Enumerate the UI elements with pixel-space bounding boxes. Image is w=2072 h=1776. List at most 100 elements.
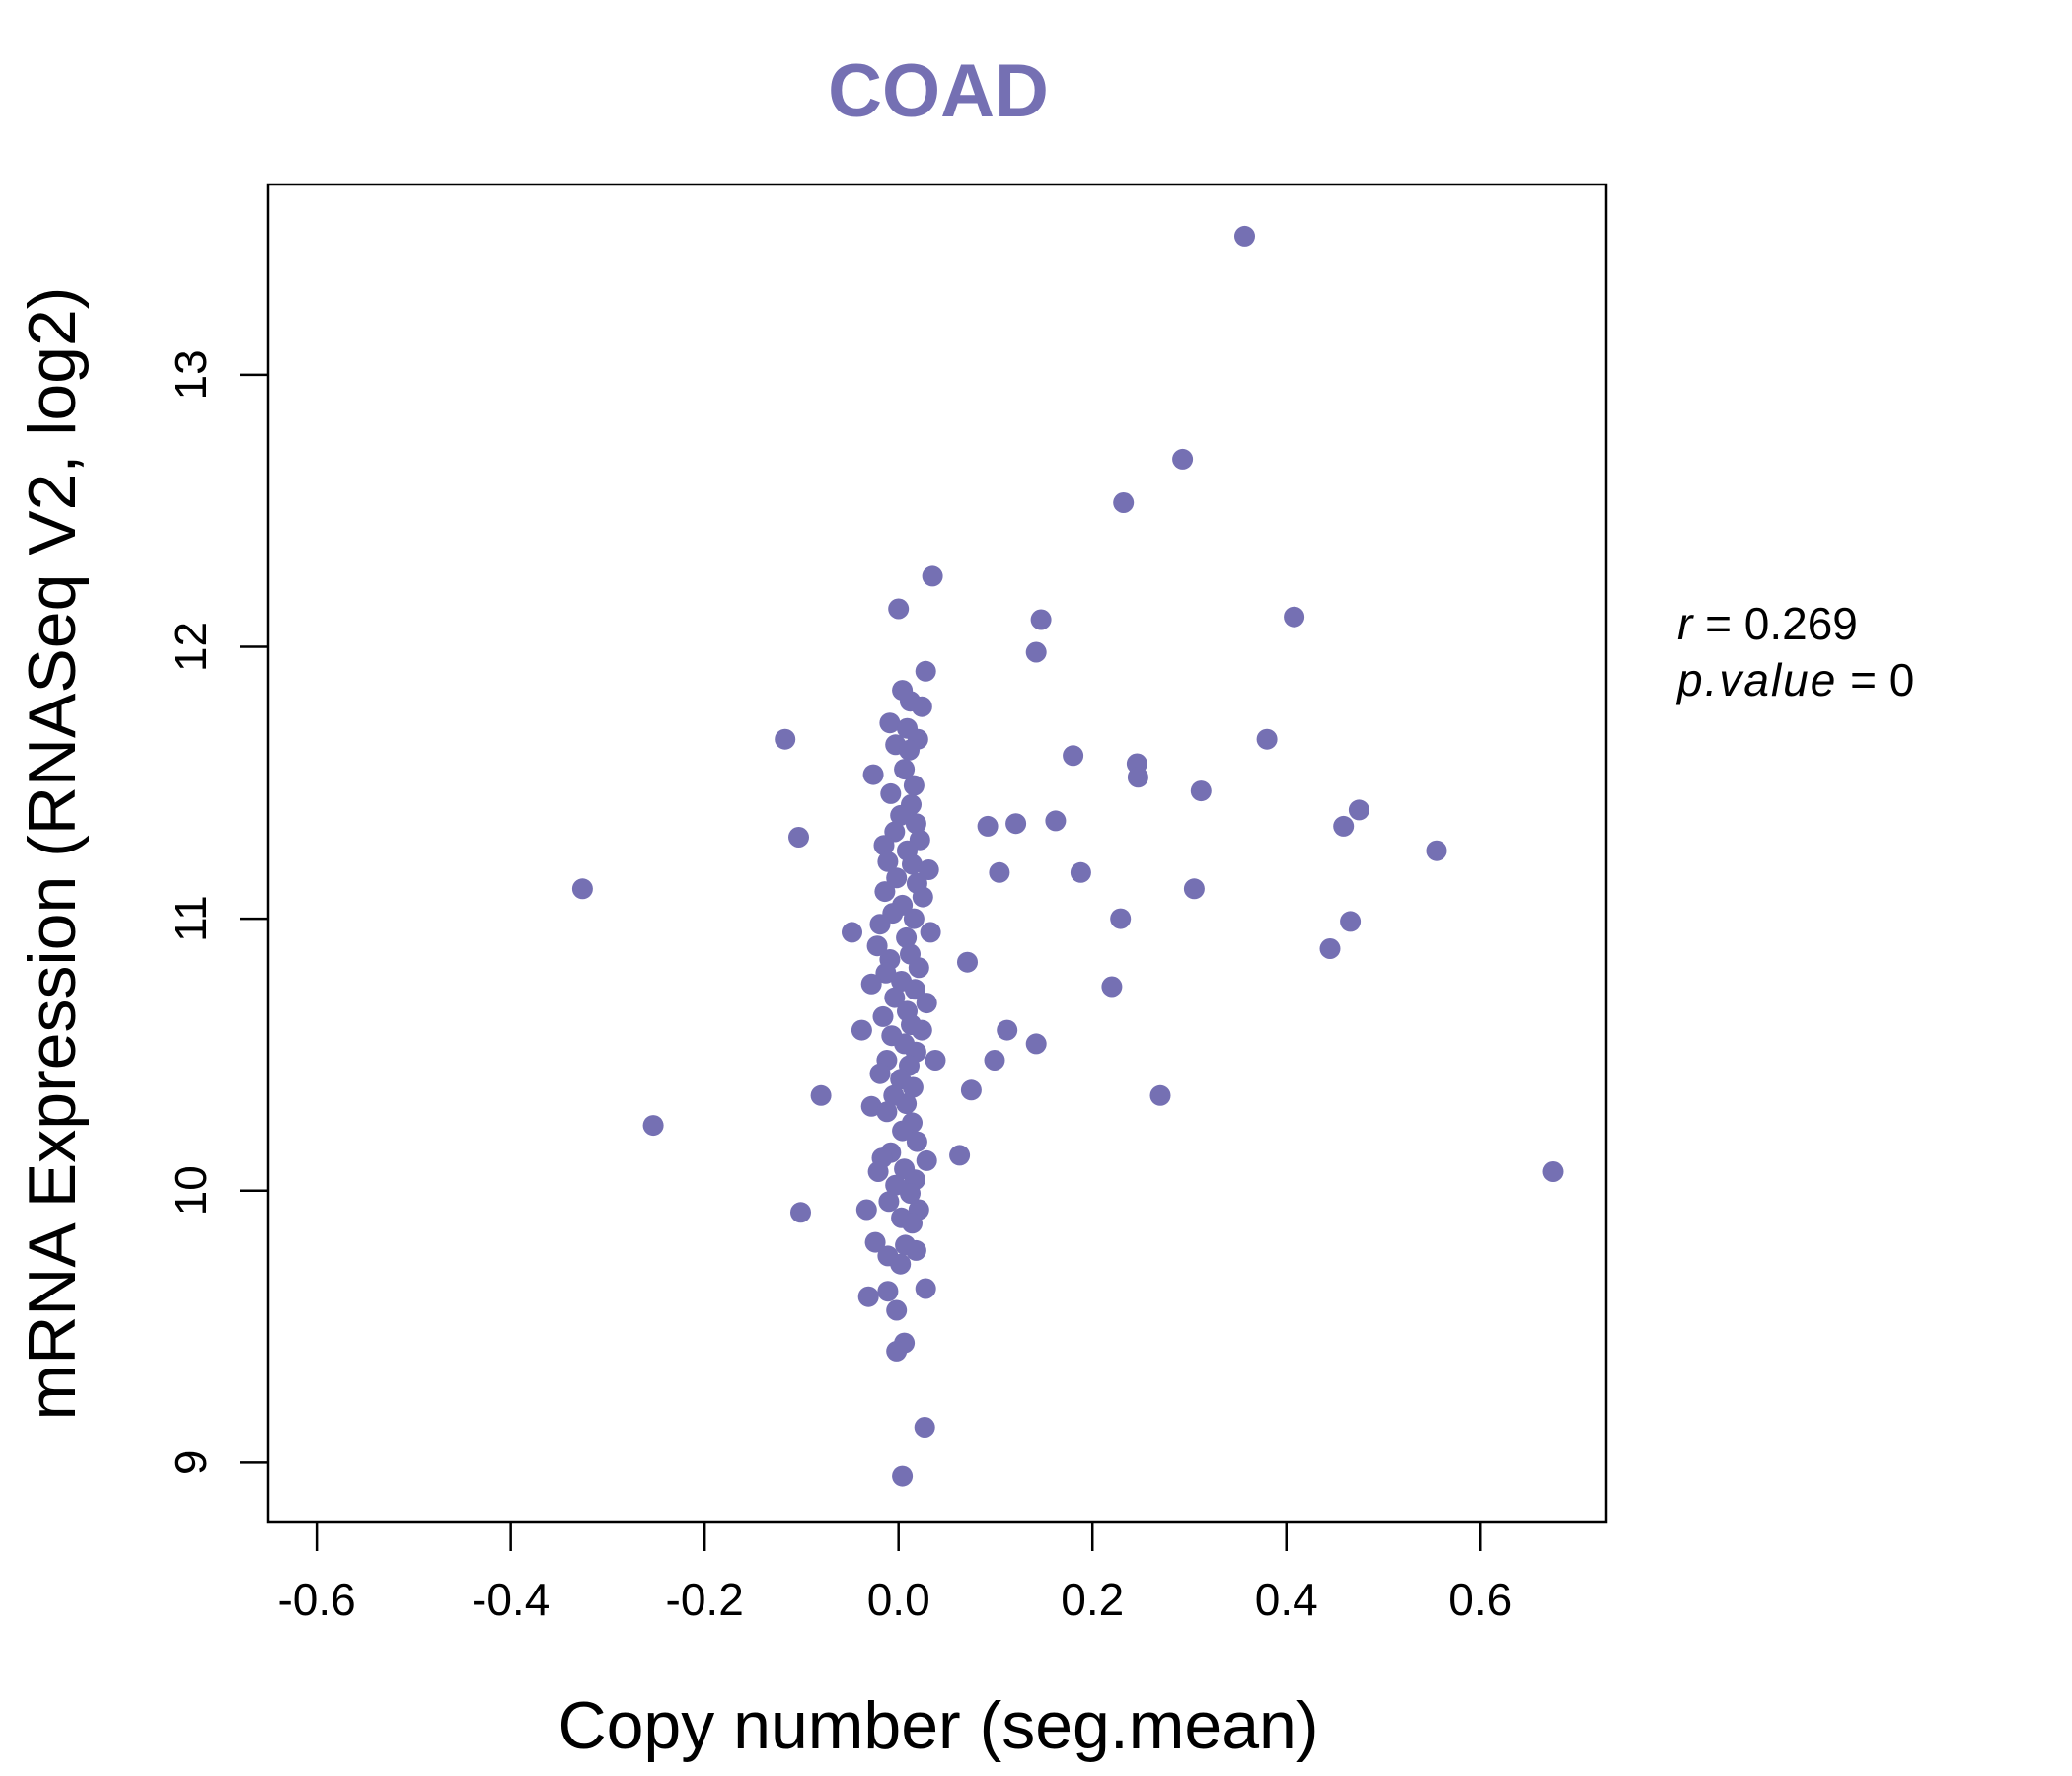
data-point-8	[915, 660, 936, 682]
data-point-19	[1045, 810, 1067, 832]
data-point-18	[1005, 813, 1027, 835]
data-point-40	[642, 1115, 664, 1137]
data-point-115	[916, 1149, 937, 1171]
data-point-44	[855, 1199, 877, 1221]
data-point-14	[1190, 780, 1212, 802]
data-point-70	[873, 835, 895, 856]
data-point-108	[896, 1093, 918, 1115]
data-point-46	[877, 1281, 899, 1302]
data-point-1	[1172, 448, 1194, 470]
data-point-28	[842, 922, 862, 943]
data-point-20	[788, 827, 809, 848]
data-point-93	[884, 987, 906, 1008]
data-point-47	[857, 1286, 879, 1307]
data-point-33	[851, 1019, 872, 1041]
data-point-113	[906, 1131, 927, 1152]
data-point-32	[997, 1019, 1018, 1041]
data-point-10	[1256, 728, 1278, 750]
p-value: 0	[1889, 654, 1915, 705]
data-point-15	[1348, 799, 1369, 821]
data-point-52	[892, 1465, 914, 1487]
data-point-122	[878, 1191, 900, 1213]
data-point-6	[1284, 606, 1305, 628]
data-point-83	[920, 922, 941, 943]
data-point-37	[960, 1079, 982, 1101]
data-point-45	[915, 1278, 936, 1299]
data-point-63	[903, 775, 925, 796]
data-point-51	[914, 1417, 935, 1438]
data-point-64	[880, 782, 902, 804]
data-point-96	[872, 1005, 894, 1027]
data-point-25	[1183, 878, 1205, 900]
data-point-11	[1063, 745, 1084, 767]
data-point-34	[1025, 1033, 1047, 1055]
data-point-56	[879, 712, 901, 734]
data-point-72	[877, 851, 899, 872]
data-point-30	[957, 951, 978, 973]
data-point-85	[866, 935, 888, 957]
data-point-16	[1333, 815, 1355, 837]
data-point-27	[1340, 911, 1362, 932]
data-point-9	[775, 728, 796, 750]
data-point-60	[899, 739, 920, 761]
svg-text:r = 0.269: r = 0.269	[1677, 598, 1858, 649]
data-point-42	[1542, 1161, 1564, 1182]
x-tick-label: 0.0	[867, 1574, 930, 1625]
data-point-126	[864, 1231, 886, 1253]
data-point-22	[989, 861, 1010, 883]
y-tick-label: 12	[165, 622, 216, 672]
data-point-125	[902, 1213, 923, 1234]
data-point-43	[790, 1202, 811, 1223]
data-point-74	[918, 859, 939, 880]
data-point-75	[886, 867, 908, 889]
data-point-31	[1101, 976, 1123, 998]
data-points	[571, 225, 1564, 1487]
data-point-73	[902, 853, 923, 875]
x-axis: -0.6 -0.4 -0.2 0.0 0.2 0.4 0.6	[277, 1522, 1512, 1625]
data-point-3	[922, 565, 943, 587]
data-point-84	[896, 926, 918, 948]
data-point-118	[867, 1161, 889, 1182]
data-point-61	[894, 759, 916, 780]
data-point-13	[1127, 767, 1148, 788]
data-point-110	[876, 1101, 898, 1123]
y-axis: 9 10 11 12 13	[165, 349, 268, 1475]
y-tick-label: 10	[165, 1165, 216, 1216]
data-point-38	[810, 1084, 832, 1106]
data-point-81	[903, 908, 925, 929]
data-point-5	[1030, 609, 1052, 630]
p-label: p.value	[1675, 654, 1837, 705]
r-value: 0.269	[1744, 598, 1858, 649]
data-point-26	[1110, 908, 1132, 929]
data-point-24	[571, 878, 593, 900]
data-point-36	[925, 1050, 946, 1071]
x-tick-label: 0.4	[1255, 1574, 1318, 1625]
data-point-2	[1113, 492, 1135, 513]
data-point-82	[869, 914, 891, 935]
data-point-39	[1149, 1084, 1171, 1106]
data-point-4	[888, 598, 910, 620]
data-point-0	[1234, 225, 1255, 247]
data-point-29	[1319, 938, 1341, 959]
x-tick-label: -0.6	[277, 1574, 355, 1625]
svg-text:p.value = 0: p.value = 0	[1675, 654, 1914, 705]
y-tick-label: 9	[165, 1450, 216, 1476]
data-point-128	[905, 1239, 926, 1261]
data-point-50	[886, 1340, 908, 1362]
y-tick-label: 11	[165, 895, 216, 942]
chart-title: COAD	[828, 49, 1049, 133]
data-point-35	[984, 1050, 1005, 1071]
data-point-7	[1025, 641, 1047, 663]
data-point-66	[890, 804, 912, 826]
data-point-67	[905, 813, 926, 835]
y-axis-title: mRNA Expression (RNASeq V2, log2)	[15, 287, 90, 1421]
data-point-91	[860, 973, 882, 995]
data-point-88	[908, 957, 929, 979]
data-point-94	[916, 993, 937, 1014]
data-point-106	[902, 1076, 924, 1098]
correlation-stats: r = 0.269 p.value = 0	[1675, 598, 1914, 705]
data-point-48	[886, 1299, 908, 1321]
x-tick-label: 0.2	[1061, 1574, 1124, 1625]
data-point-98	[911, 1019, 932, 1041]
data-point-77	[874, 881, 896, 903]
